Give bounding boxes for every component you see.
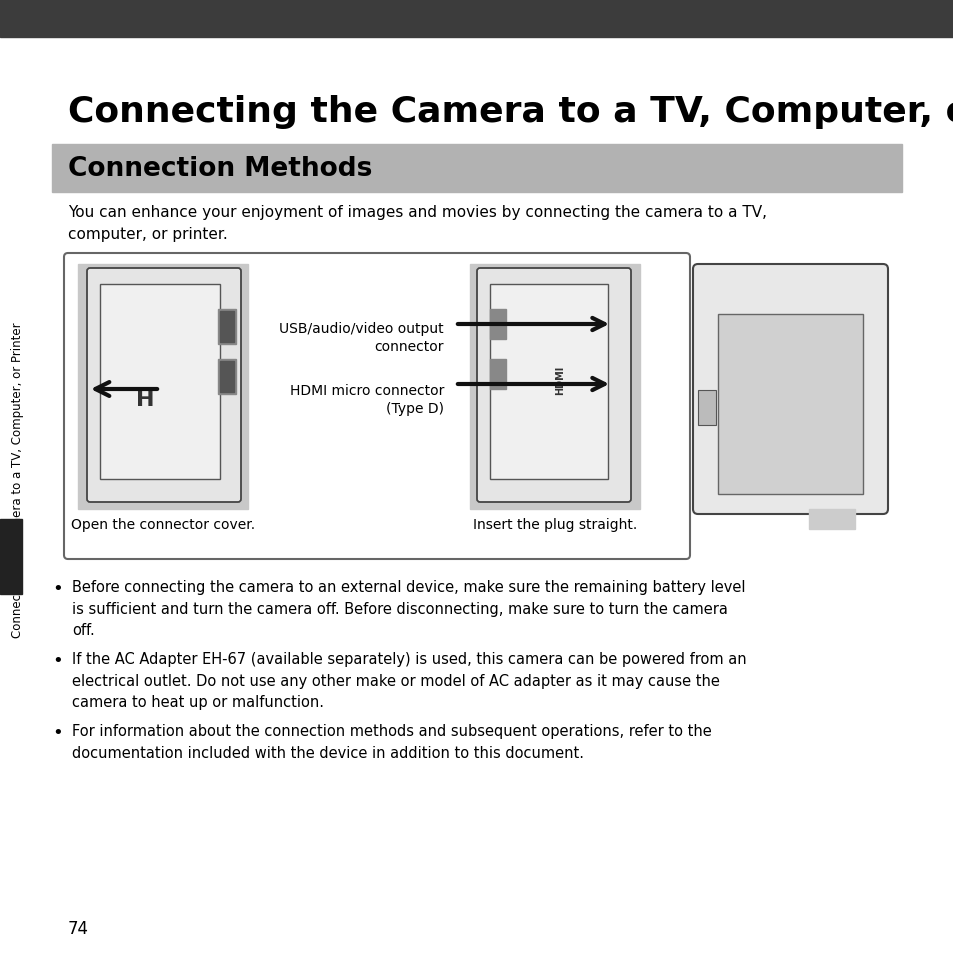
Text: Insert the plug straight.: Insert the plug straight.: [473, 517, 637, 532]
Text: H: H: [135, 390, 154, 410]
Bar: [718, 314, 862, 495]
Text: You can enhance your enjoyment of images and movies by connecting the camera to : You can enhance your enjoyment of images…: [68, 205, 766, 242]
Bar: [490, 310, 505, 339]
Bar: [698, 391, 716, 426]
Bar: [218, 310, 235, 345]
FancyBboxPatch shape: [476, 269, 630, 502]
Bar: [218, 359, 235, 395]
FancyBboxPatch shape: [64, 253, 689, 559]
Text: Connecting the Camera to a TV, Computer, or Printer: Connecting the Camera to a TV, Computer,…: [11, 322, 25, 638]
Text: USB/audio/video output
connector: USB/audio/video output connector: [279, 322, 443, 354]
Bar: [490, 359, 505, 390]
Text: If the AC Adapter EH-67 (available separately) is used, this camera can be power: If the AC Adapter EH-67 (available separ…: [71, 651, 746, 709]
FancyBboxPatch shape: [692, 265, 887, 515]
Bar: [0, 519, 22, 595]
FancyBboxPatch shape: [87, 269, 241, 502]
Text: For information about the connection methods and subsequent operations, refer to: For information about the connection met…: [71, 723, 711, 760]
Text: •: •: [52, 723, 63, 741]
Text: Open the connector cover.: Open the connector cover.: [71, 517, 254, 532]
Text: •: •: [52, 579, 63, 598]
Bar: [490, 285, 607, 479]
Text: •: •: [52, 651, 63, 669]
Text: Connection Methods: Connection Methods: [68, 156, 372, 182]
Text: HDMI micro connector
(Type D): HDMI micro connector (Type D): [290, 384, 443, 416]
Bar: [52, 145, 901, 193]
Bar: [100, 285, 220, 479]
Bar: [470, 265, 639, 510]
Bar: [808, 510, 854, 530]
Text: HDMI: HDMI: [555, 365, 564, 395]
Bar: [220, 361, 233, 393]
Bar: [78, 265, 248, 510]
Bar: [220, 312, 233, 343]
Text: Before connecting the camera to an external device, make sure the remaining batt: Before connecting the camera to an exter…: [71, 579, 744, 638]
Text: 74: 74: [68, 919, 89, 937]
Text: Connecting the Camera to a TV, Computer, or Printer: Connecting the Camera to a TV, Computer,…: [68, 95, 953, 129]
Bar: [0, 0, 953, 38]
